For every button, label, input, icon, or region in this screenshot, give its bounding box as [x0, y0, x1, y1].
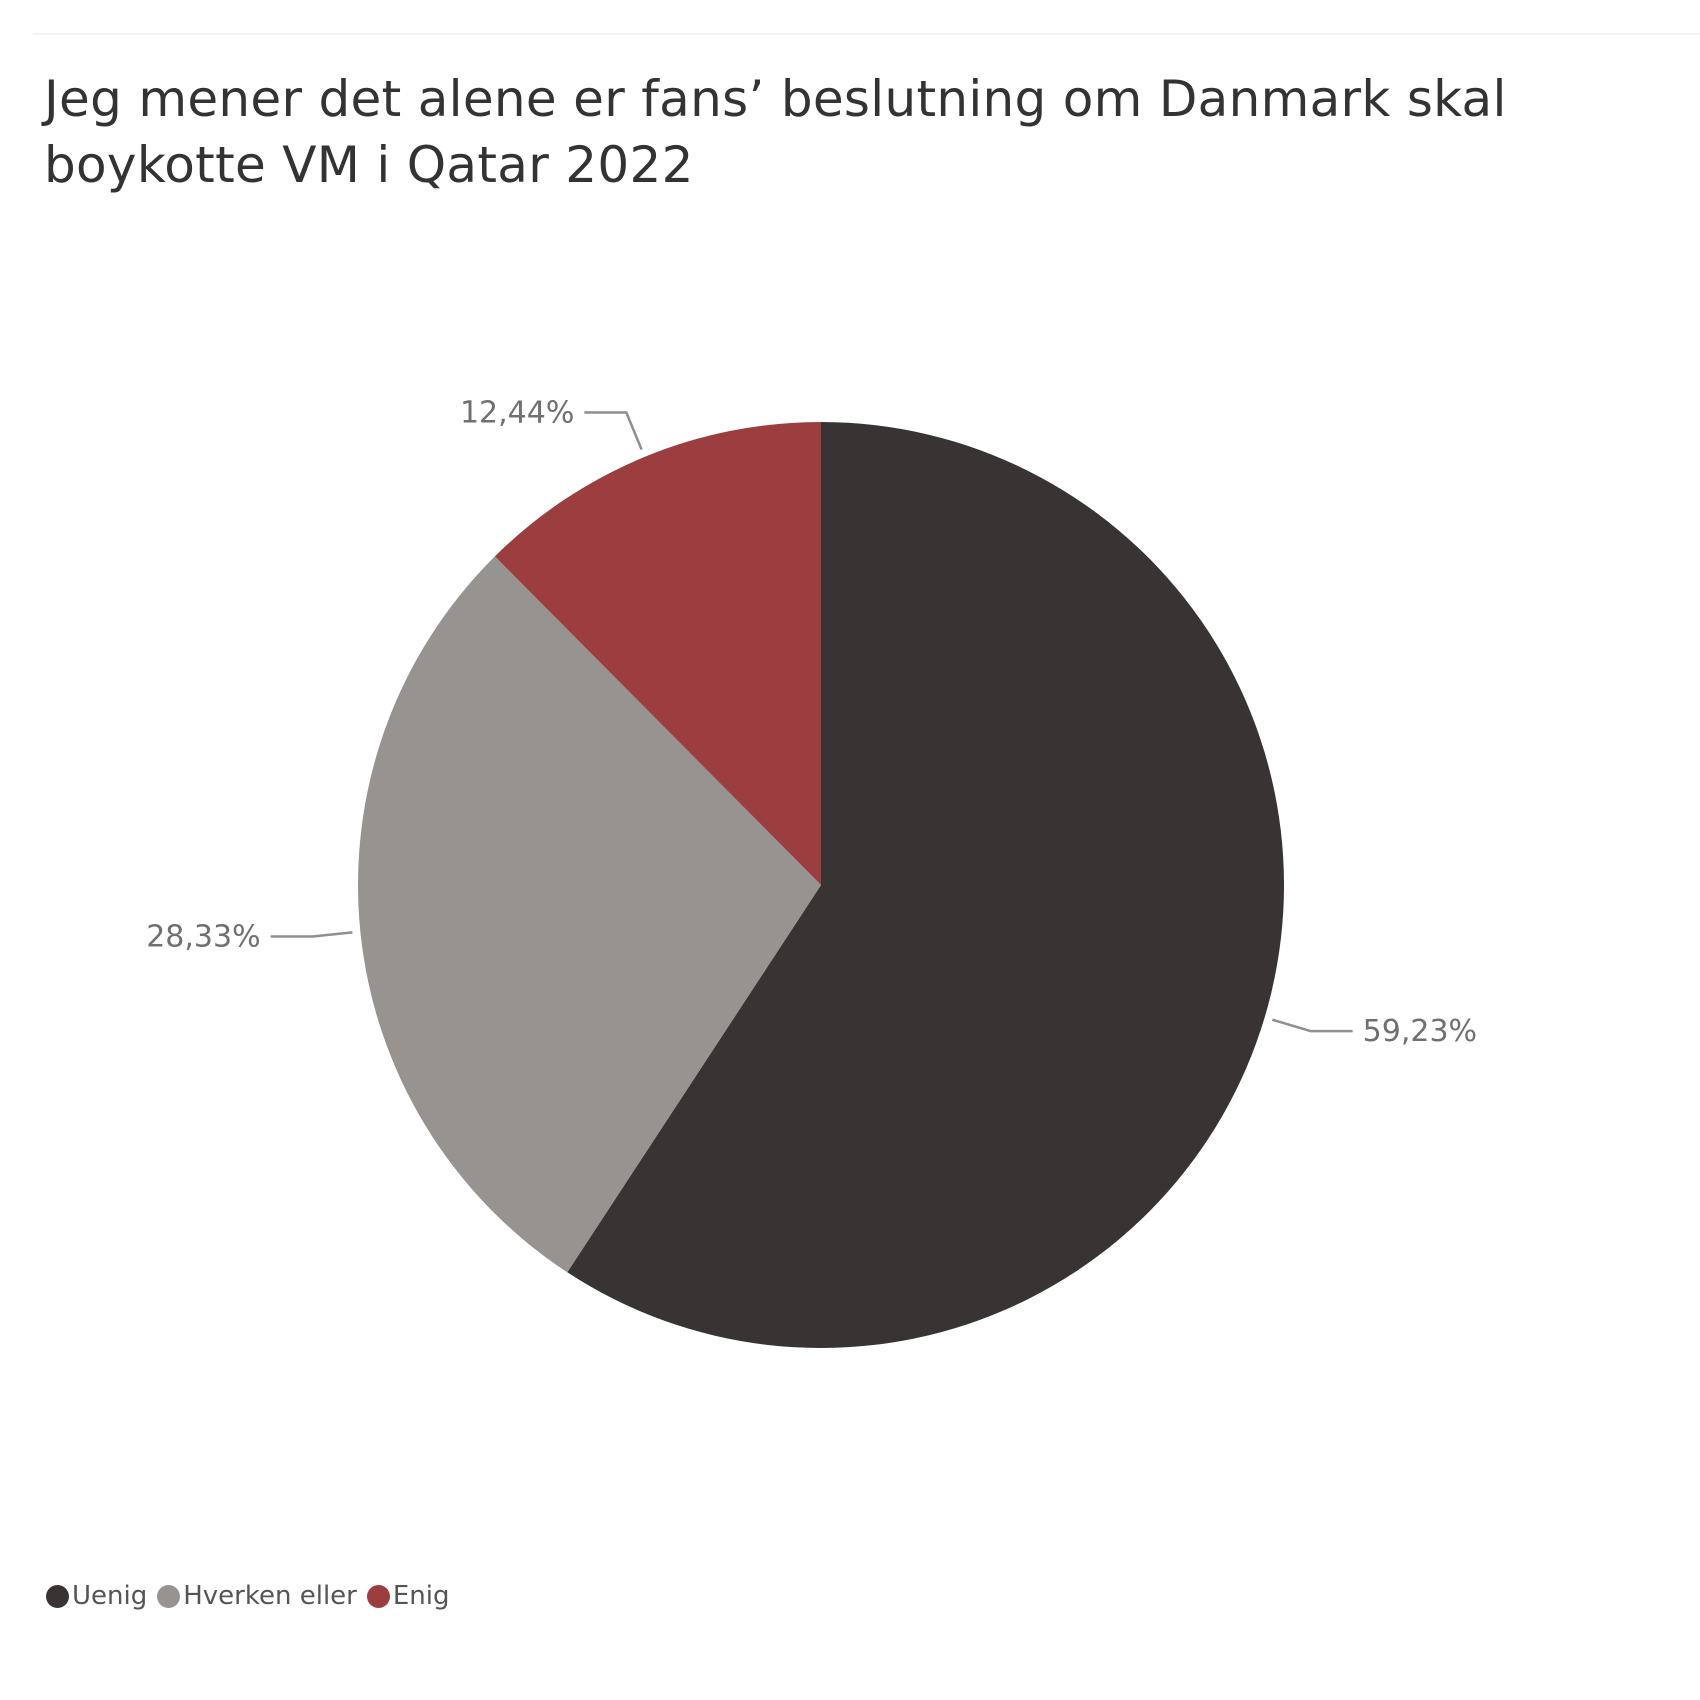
legend-item-enig[interactable]: Enig [366, 1581, 450, 1611]
leader-line [584, 411, 643, 450]
leader-line [1271, 1018, 1353, 1033]
leader-line [270, 931, 353, 938]
pie-slice-enig[interactable] [494, 422, 821, 885]
legend-label: Hverken eller [183, 1581, 357, 1611]
legend-swatch [366, 1584, 390, 1608]
chart-title: Jeg mener det alene er fans’ beslutning … [44, 70, 1507, 194]
pie-slice-uenig[interactable] [567, 422, 1285, 1348]
data-label: 28,33% [146, 919, 260, 954]
pie-slice-hverken-eller[interactable] [358, 556, 821, 1273]
top-divider [33, 33, 1700, 35]
data-label: 59,23% [1363, 1014, 1477, 1049]
legend-label: Enig [392, 1581, 450, 1611]
legend-swatch [46, 1584, 69, 1608]
legend-item-hverken-eller[interactable]: Hverken eller [157, 1581, 357, 1611]
legend-label: Uenig [72, 1581, 148, 1611]
legend: Uenig Hverken eller Enig [46, 1581, 460, 1611]
legend-swatch [157, 1584, 181, 1608]
data-label: 12,44% [460, 396, 574, 431]
legend-item-uenig[interactable]: Uenig [46, 1581, 147, 1611]
